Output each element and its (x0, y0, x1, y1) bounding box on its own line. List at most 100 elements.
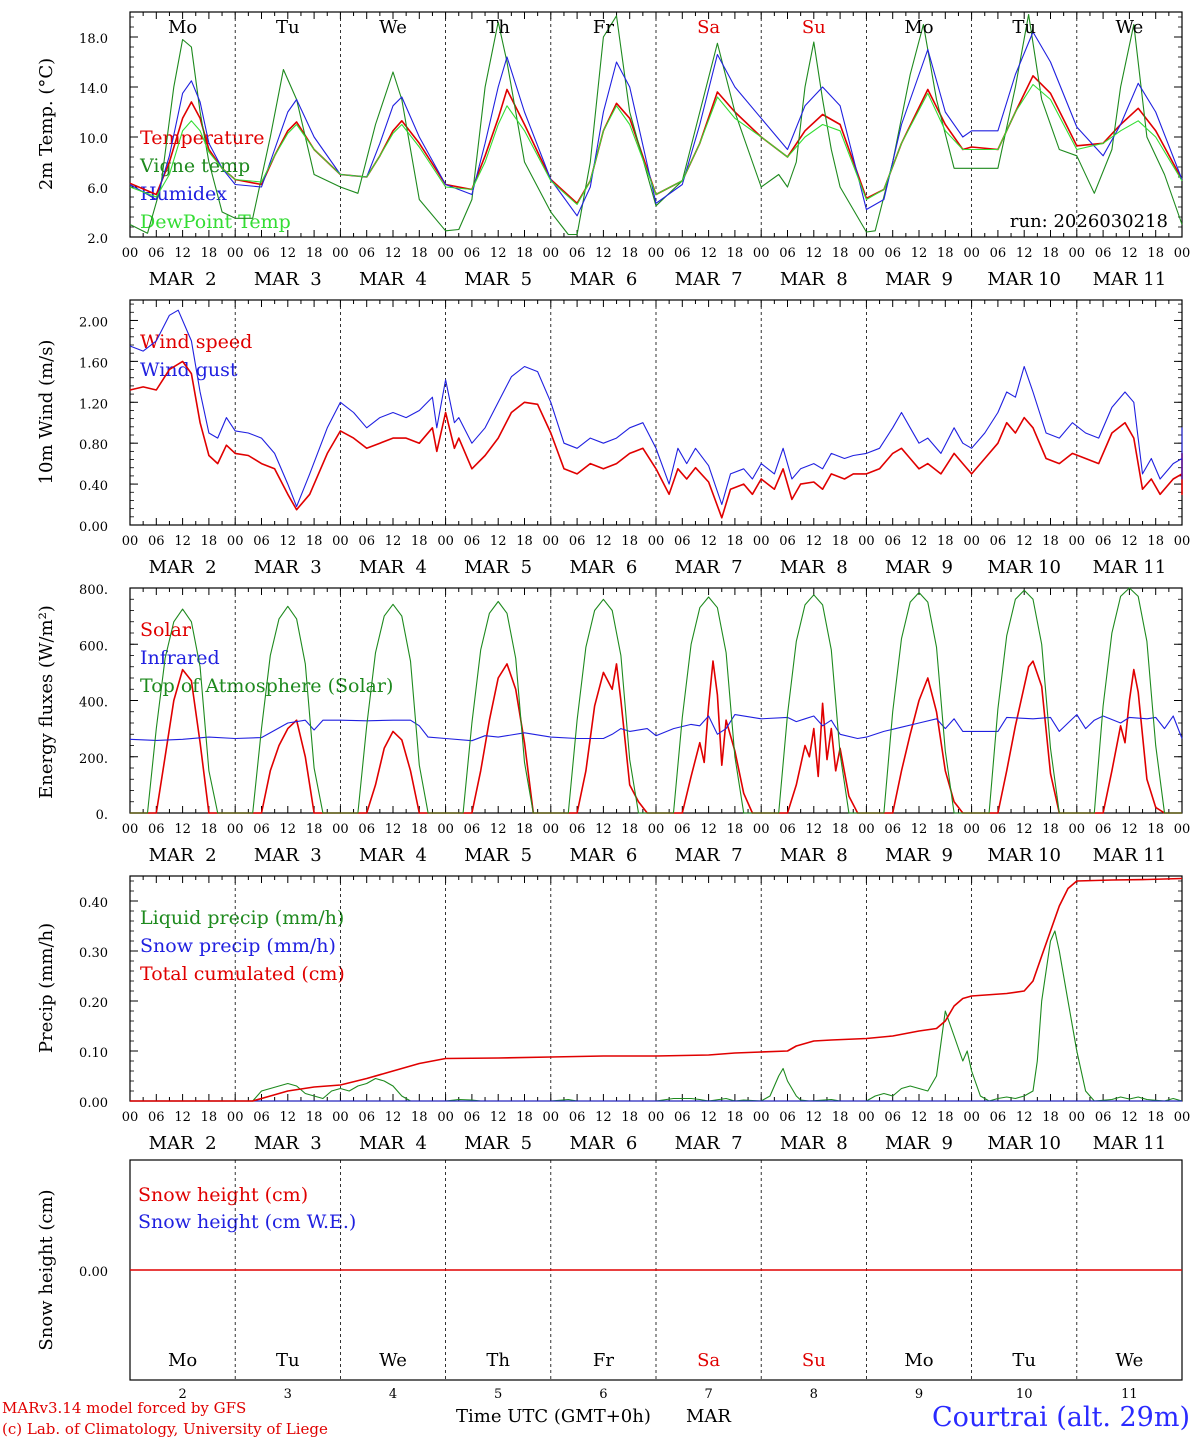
hour-tick-label: 18 (727, 822, 744, 837)
panel-temperature: 2m Temp. (°C) Temperature Vigne temp Hum… (36, 11, 1190, 290)
hour-tick-label: 00 (332, 534, 349, 549)
hour-tick-label: 06 (148, 246, 165, 261)
hour-tick-label: 06 (884, 1110, 901, 1125)
series-line-infrared (129, 714, 1183, 742)
hour-tick-label: 18 (306, 1110, 323, 1125)
day-of-week-label: We (379, 1350, 407, 1371)
hour-tick-label: 06 (253, 822, 270, 837)
day-of-week-label: Su (802, 1350, 826, 1371)
y-tick-label: 0.40 (79, 896, 108, 911)
hour-tick-label: 00 (227, 534, 244, 549)
date-label: MAR 5 (464, 269, 532, 290)
date-label: MAR 4 (359, 557, 427, 578)
day-of-week-label: Fr (593, 17, 614, 38)
hour-tick-label: 00 (753, 246, 770, 261)
hour-tick-label: 00 (122, 1110, 139, 1125)
y-tick-label: 800. (79, 583, 108, 598)
hour-tick-label: 06 (358, 534, 375, 549)
hour-tick-label: 18 (201, 534, 218, 549)
hour-tick-label: 00 (648, 1110, 665, 1125)
hour-tick-label: 06 (884, 534, 901, 549)
date-label: MAR 6 (569, 557, 637, 578)
y-tick-label: 10.0 (79, 132, 108, 147)
hour-tick-label: 06 (884, 246, 901, 261)
hour-tick-label: 06 (674, 822, 691, 837)
hour-tick-label: 12 (280, 534, 297, 549)
hour-tick-label: 00 (963, 246, 980, 261)
date-label: MAR 10 (987, 557, 1061, 578)
y-tick-label: 0. (96, 808, 108, 823)
hour-tick-label: 12 (1016, 1110, 1033, 1125)
panel-snow: Snow height (cm) Snow height (cm) Snow h… (36, 1159, 1183, 1402)
hour-tick-label: 00 (753, 534, 770, 549)
day-of-week-label: Sa (697, 17, 720, 38)
day-number-label: 9 (915, 1387, 923, 1402)
hour-tick-label: 18 (727, 1110, 744, 1125)
hour-tick-label: 12 (911, 822, 928, 837)
hour-tick-label: 12 (1016, 246, 1033, 261)
day-of-week-label: Mo (168, 17, 197, 38)
lab-credit: (c) Lab. of Climatology, University of L… (2, 1420, 328, 1438)
hour-tick-label: 06 (1095, 1110, 1112, 1125)
hour-tick-label: 18 (516, 822, 533, 837)
temperature-ylabel: 2m Temp. (°C) (36, 58, 57, 190)
panel-energy: Energy fluxes (W/m²) Solar Infrared Top … (36, 583, 1190, 866)
panel-wind: 10m Wind (m/s) Wind speed Wind gust 00 06… (36, 299, 1190, 578)
hour-tick-label: 18 (411, 246, 428, 261)
hour-tick-label: 06 (358, 1110, 375, 1125)
hour-tick-label: 12 (700, 246, 717, 261)
hour-tick-label: 12 (174, 534, 191, 549)
hour-tick-label: 18 (306, 534, 323, 549)
hour-tick-label: 00 (122, 246, 139, 261)
hour-tick-label: 00 (437, 822, 454, 837)
day-of-week-label: Th (486, 17, 510, 38)
date-label: MAR 8 (780, 845, 848, 866)
station-label: Courtrai (alt. 29m) (932, 1402, 1190, 1433)
legend-snow-precip: Snow precip (mm/h) (140, 935, 336, 957)
date-label: MAR 11 (1093, 269, 1167, 290)
hour-tick-label: 06 (1095, 822, 1112, 837)
hour-tick-label: 06 (674, 246, 691, 261)
hour-tick-label: 18 (937, 534, 954, 549)
hour-tick-label: 00 (1069, 1110, 1086, 1125)
hour-tick-label: 06 (779, 246, 796, 261)
date-label: MAR 3 (254, 845, 322, 866)
hour-tick-label: 06 (464, 1110, 481, 1125)
hour-tick-label: 12 (490, 1110, 507, 1125)
date-label: MAR 4 (359, 845, 427, 866)
day-of-week-label: Sa (697, 1350, 720, 1371)
hour-tick-label: 18 (516, 1110, 533, 1125)
day-of-week-label: Mo (904, 17, 933, 38)
day-of-week-label: Tu (276, 17, 300, 38)
y-tick-label: 0.80 (79, 438, 108, 453)
hour-tick-label: 00 (963, 534, 980, 549)
hour-tick-label: 12 (700, 534, 717, 549)
day-of-week-label: Tu (1012, 1350, 1036, 1371)
series-line-humidex (129, 31, 1183, 217)
legend-snow-height-we: Snow height (cm W.E.) (138, 1211, 356, 1233)
legend-liquid-precip: Liquid precip (mm/h) (140, 907, 344, 929)
footer: MARv3.14 model forced by GFS (c) Lab. of… (2, 1399, 1190, 1438)
y-tick-label: 1.60 (79, 356, 108, 371)
date-label: MAR 6 (569, 1133, 637, 1154)
hour-tick-label: 12 (595, 822, 612, 837)
hour-tick-label: 06 (569, 1110, 586, 1125)
y-tick-label: 400. (79, 696, 108, 711)
hour-tick-label: 06 (358, 822, 375, 837)
hour-tick-label: 00 (543, 1110, 560, 1125)
date-label: MAR 2 (149, 845, 217, 866)
hour-tick-label: 12 (490, 822, 507, 837)
hour-tick-label: 00 (332, 246, 349, 261)
date-label: MAR 4 (359, 269, 427, 290)
hour-tick-label: 18 (1042, 1110, 1059, 1125)
hour-tick-label: 06 (569, 534, 586, 549)
legend-dewpoint-temp: DewPoint Temp (140, 211, 291, 233)
date-label: MAR 8 (780, 269, 848, 290)
hour-tick-label: 18 (201, 246, 218, 261)
hour-tick-label: 12 (595, 534, 612, 549)
hour-tick-label: 12 (1121, 822, 1138, 837)
model-credit: MARv3.14 model forced by GFS (2, 1399, 246, 1417)
hour-tick-label: 06 (674, 534, 691, 549)
hour-tick-label: 00 (543, 246, 560, 261)
